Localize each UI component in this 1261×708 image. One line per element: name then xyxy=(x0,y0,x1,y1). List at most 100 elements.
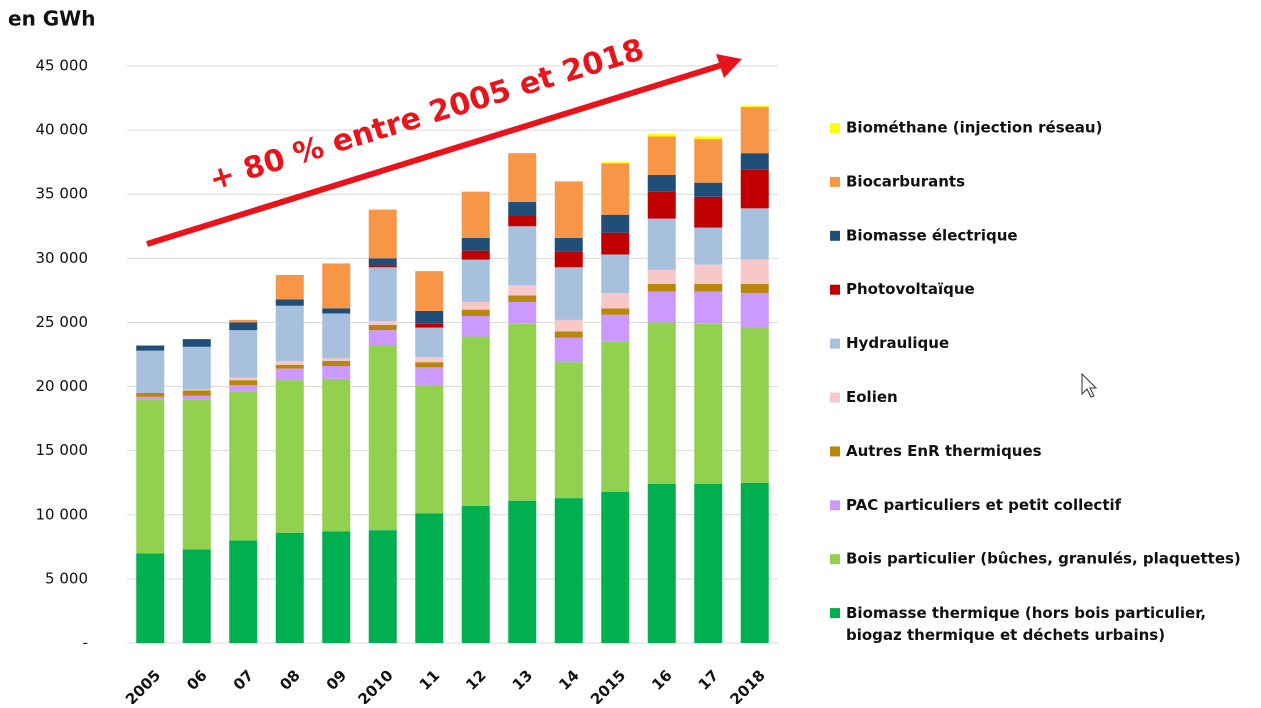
bar-segment xyxy=(275,360,304,365)
bar-segment xyxy=(554,337,583,363)
bar-segment xyxy=(508,500,537,643)
bar-segment xyxy=(647,322,676,485)
bars xyxy=(127,65,778,644)
legend-swatch xyxy=(830,392,840,403)
bar-segment xyxy=(275,380,304,533)
legend-label: Biomasse thermique (hors bois particulie… xyxy=(846,604,1206,644)
bar-segment xyxy=(368,266,397,268)
arrow-line xyxy=(146,62,723,247)
bar-segment xyxy=(461,250,490,260)
bar-segment xyxy=(136,399,165,554)
bar-segment xyxy=(182,399,211,550)
legend-label: Bois particulier (bûches, granulés, plaq… xyxy=(846,550,1241,568)
bar-segment xyxy=(182,346,211,390)
bar-segment xyxy=(275,364,304,369)
legend-swatch xyxy=(830,230,840,241)
bar-segment xyxy=(182,390,211,396)
bar-segment xyxy=(461,505,490,643)
legend-label: Biocarburants xyxy=(846,172,965,190)
bar-segment xyxy=(740,208,769,260)
cursor xyxy=(1081,372,1098,398)
bar-segment xyxy=(740,482,769,643)
y-tick-label: 15 000 xyxy=(36,441,89,459)
x-tick-label: 2018 xyxy=(727,666,769,704)
bar-segment xyxy=(740,283,769,293)
x-tick-label: 06 xyxy=(183,666,210,693)
bar-segment xyxy=(461,316,490,337)
legend-label: Biomasse électrique xyxy=(846,226,1018,244)
bar-segment xyxy=(601,232,630,255)
x-tick-label: 14 xyxy=(555,666,582,693)
bar-segment xyxy=(415,271,444,311)
x-tick-label: 2005 xyxy=(122,666,164,704)
legend-label: Hydraulique xyxy=(846,334,949,352)
bar-segment xyxy=(508,216,537,227)
bar-segment xyxy=(415,323,444,328)
bar-segment xyxy=(601,341,630,492)
y-tick-label: 10 000 xyxy=(36,505,89,523)
bar-segment xyxy=(694,264,723,284)
bar-segment xyxy=(694,283,723,292)
x-tick-label: 13 xyxy=(509,666,536,693)
y-tick-label: 45 000 xyxy=(36,57,89,75)
bar-segment xyxy=(182,339,211,347)
legend-label: Eolien xyxy=(846,388,898,406)
x-tick-label: 08 xyxy=(276,666,303,693)
bar-segment xyxy=(229,540,258,643)
bar-segment xyxy=(136,350,165,393)
bar-segment xyxy=(694,291,723,324)
bar-segment xyxy=(322,531,351,643)
bar-segment xyxy=(368,321,397,326)
bar-segment xyxy=(740,327,769,483)
bar-segment xyxy=(508,301,537,324)
legend-label: Autres EnR thermiques xyxy=(846,442,1042,460)
x-tick-label: 2010 xyxy=(355,666,397,704)
bar-segment xyxy=(554,319,583,332)
bar-segment xyxy=(229,391,258,541)
x-tick-label: 2015 xyxy=(587,666,629,704)
bar-segment xyxy=(647,484,676,643)
legend-swatch xyxy=(830,554,840,565)
legend-swatch xyxy=(830,284,840,295)
bar-segment xyxy=(322,378,351,532)
bar-segment xyxy=(740,259,769,284)
bar-segment xyxy=(601,162,630,164)
bar-segment xyxy=(368,325,397,331)
bar-segment xyxy=(322,358,351,361)
bar-segment xyxy=(601,308,630,315)
bar-segment xyxy=(322,308,351,314)
y-tick-label: 5 000 xyxy=(45,569,88,587)
bar-segment xyxy=(275,305,304,361)
bar-segment xyxy=(647,174,676,192)
bar-segment xyxy=(740,292,769,328)
bar-segment xyxy=(647,291,676,323)
bar-segment xyxy=(508,295,537,302)
bar-segment xyxy=(368,345,397,531)
bar-segment xyxy=(647,136,676,175)
legend-swatch xyxy=(830,338,840,349)
x-tick-label: 12 xyxy=(462,666,489,693)
bar-segment xyxy=(136,396,165,400)
bar-segment xyxy=(415,385,444,514)
growth-arrow xyxy=(146,54,742,247)
bar-segment xyxy=(229,322,258,331)
bar-segment xyxy=(322,366,351,379)
bar-segment xyxy=(694,139,723,183)
y-tick-label: 40 000 xyxy=(36,121,89,139)
bar-segment xyxy=(601,491,630,643)
bar-segment xyxy=(508,285,537,296)
bar-segment xyxy=(740,153,769,170)
bar-segment xyxy=(182,389,211,391)
bar-segment xyxy=(275,299,304,306)
bar-segment xyxy=(601,254,630,293)
bar-segment xyxy=(554,237,583,252)
bar-segment xyxy=(601,292,630,309)
bar-segment xyxy=(647,283,676,292)
legend-swatch xyxy=(830,500,840,511)
bar-segment xyxy=(508,226,537,286)
annotation: + 80 % entre 2005 et 2018 xyxy=(205,32,648,198)
bar-segment xyxy=(694,196,723,228)
legend-label: Biométhane (injection réseau) xyxy=(846,119,1102,137)
bar-segment xyxy=(461,259,490,302)
